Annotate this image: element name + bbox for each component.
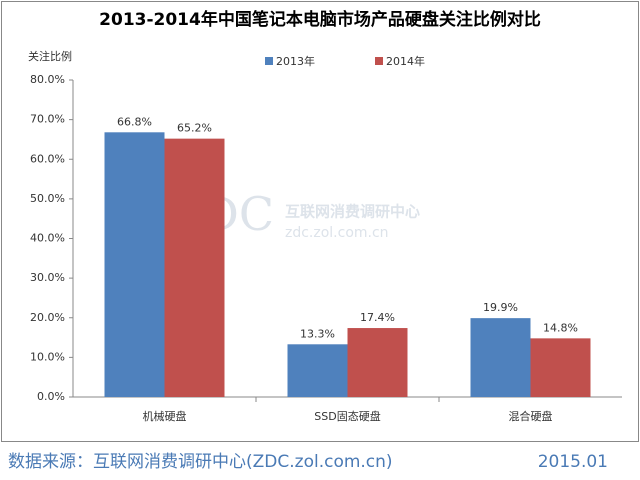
footer-source: 数据来源：互联网消费调研中心(ZDC.zol.com.cn) — [8, 452, 393, 472]
bar — [287, 344, 348, 397]
y-tick-label: 30.0% — [30, 271, 65, 284]
bar — [104, 132, 165, 397]
x-tick-label: SSD固态硬盘 — [314, 409, 380, 423]
value-label: 14.8% — [543, 321, 578, 334]
y-tick-label: 0.0% — [37, 390, 65, 403]
y-tick-label: 80.0% — [30, 73, 65, 86]
y-tick-label: 10.0% — [30, 350, 65, 363]
bar — [164, 138, 225, 397]
x-tick-label: 混合硬盘 — [509, 409, 553, 423]
legend-swatch — [265, 57, 273, 65]
value-label: 17.4% — [360, 311, 395, 324]
value-label: 13.3% — [300, 327, 335, 340]
bar — [530, 338, 591, 397]
value-label: 65.2% — [177, 122, 212, 135]
legend-swatch — [375, 57, 383, 65]
y-tick-label: 20.0% — [30, 311, 65, 324]
x-tick-label: 机械硬盘 — [143, 409, 187, 423]
footer-date: 2015.01 — [538, 452, 608, 472]
y-tick-label: 60.0% — [30, 152, 65, 165]
y-tick-label: 50.0% — [30, 192, 65, 205]
legend-label: 2013年 — [276, 54, 315, 68]
y-axis-label: 关注比例 — [28, 49, 72, 63]
value-label: 66.8% — [117, 115, 152, 128]
legend-label: 2014年 — [386, 54, 425, 68]
watermark-name: 互联网消费调研中心 — [285, 203, 420, 221]
y-tick-label: 70.0% — [30, 113, 65, 126]
bar — [470, 318, 531, 397]
y-tick-label: 40.0% — [30, 232, 65, 245]
bar — [347, 328, 408, 397]
watermark-url: zdc.zol.com.cn — [285, 225, 389, 241]
value-label: 19.9% — [483, 301, 518, 314]
chart-title: 2013-2014年中国笔记本电脑市场产品硬盘关注比例对比 — [99, 9, 541, 30]
